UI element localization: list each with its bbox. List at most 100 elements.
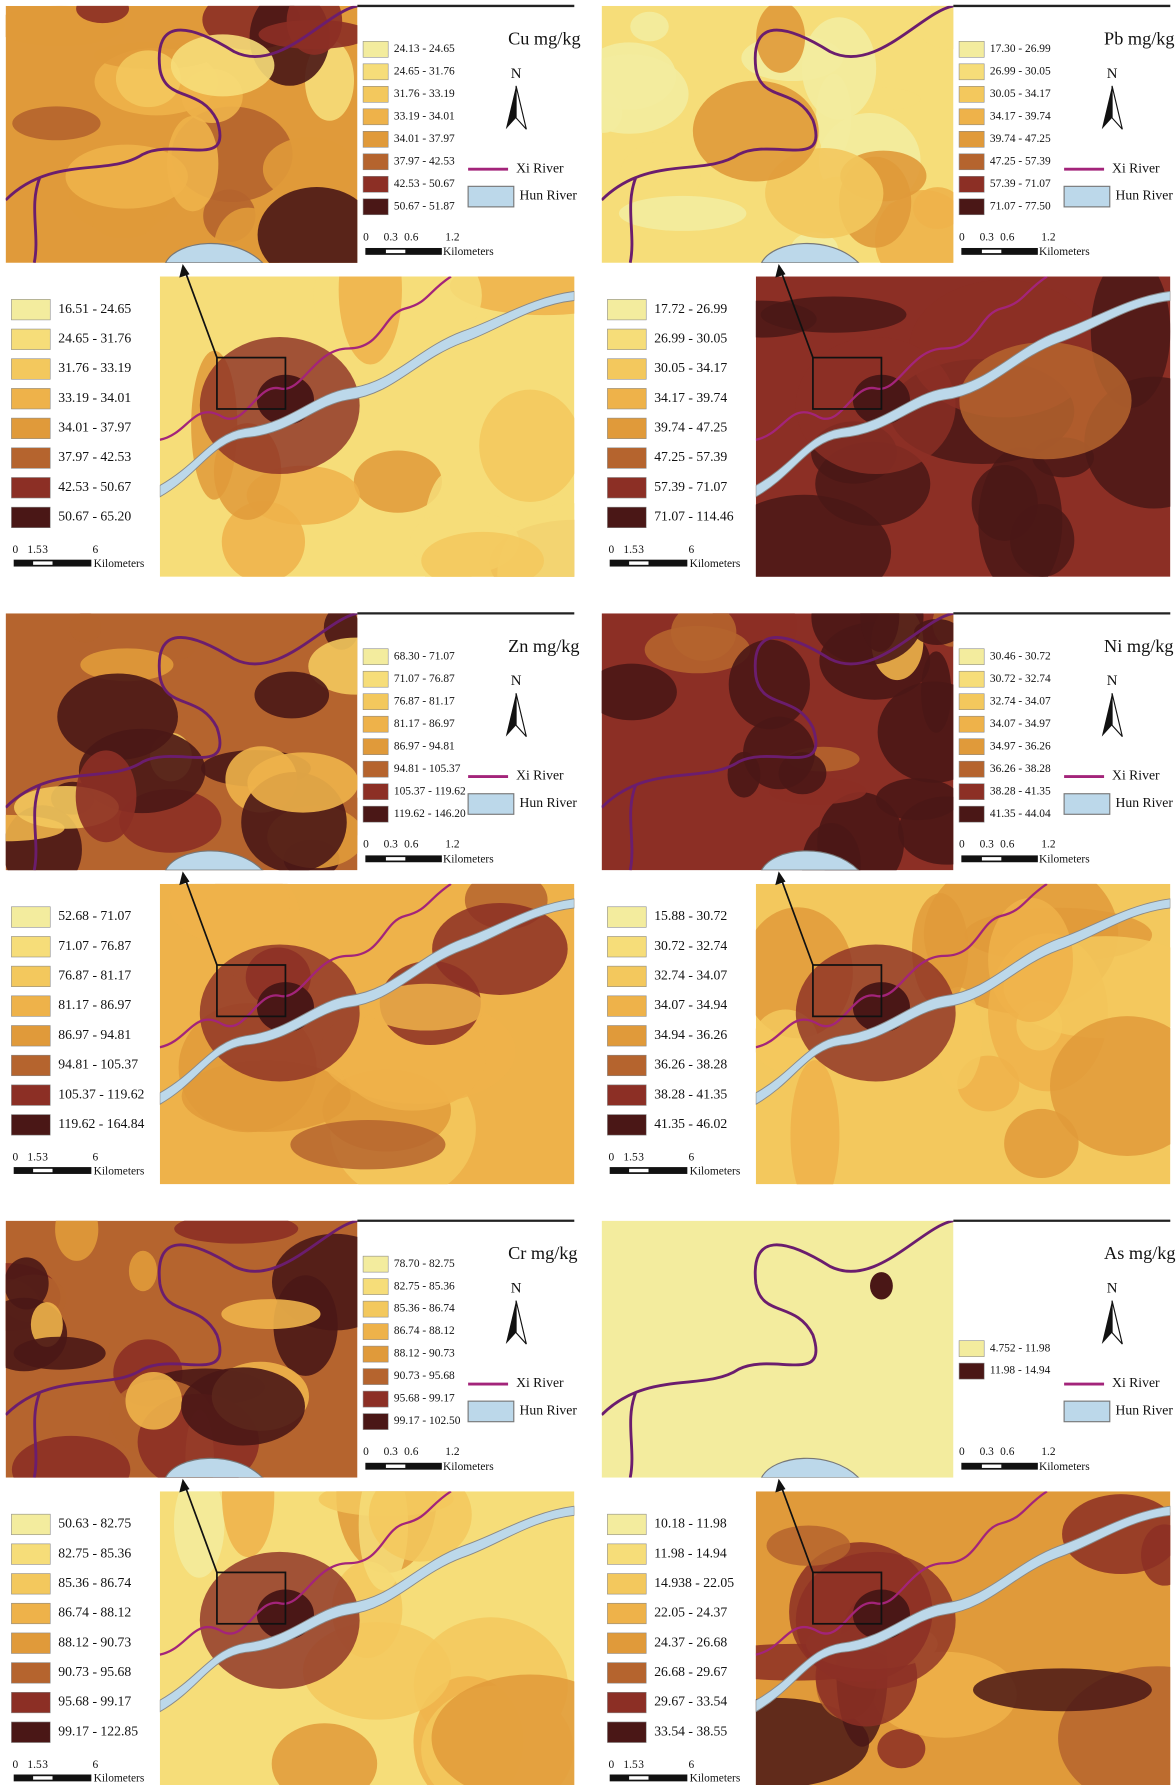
- zone: [1062, 1494, 1171, 1574]
- north-arrow: [505, 85, 517, 130]
- legend-label: 85.36 - 86.74: [58, 1575, 131, 1590]
- legend-label: 32.74 - 34.07: [654, 968, 727, 983]
- zone: [168, 883, 291, 944]
- xi-label: Xi River: [516, 768, 564, 783]
- legend-label: 34.01 - 37.97: [58, 420, 131, 435]
- north-arrow: [515, 693, 527, 738]
- xi-label: Xi River: [1112, 768, 1160, 783]
- north-arrow: [1101, 85, 1113, 130]
- hun-label: Hun River: [1115, 1403, 1173, 1418]
- legend-label: 24.37 - 26.68: [654, 1634, 727, 1649]
- scale-label: 0: [959, 1446, 965, 1458]
- legend-swatch: [11, 936, 51, 958]
- zone: [972, 1668, 1152, 1712]
- scale-label: 1.2: [445, 231, 460, 243]
- scale-bar: [629, 1776, 649, 1780]
- legend-swatch: [11, 358, 51, 380]
- xi-river: [5, 5, 358, 263]
- scale-label: 0.3: [384, 231, 399, 243]
- scale-units: Kilometers: [443, 246, 494, 258]
- inset-map: [601, 613, 954, 871]
- legend-swatch: [362, 805, 389, 823]
- hun-river: [755, 898, 1171, 1105]
- arrow-head: [179, 263, 190, 278]
- legend-swatch: [607, 506, 647, 528]
- legend-title: Pb mg/kg: [1104, 28, 1174, 48]
- scale-label: 1.5: [27, 544, 42, 556]
- hun-label: Hun River: [519, 1403, 577, 1418]
- zone: [80, 648, 174, 682]
- legend-label: 29.67 - 33.54: [654, 1694, 727, 1709]
- hun-river: [159, 290, 575, 498]
- legend-label: 39.74 - 47.25: [654, 420, 727, 435]
- zone: [913, 187, 954, 230]
- zone: [766, 1525, 851, 1566]
- hun-label: Hun River: [1115, 795, 1173, 810]
- legend-swatch: [607, 1114, 647, 1136]
- map-bg: [601, 1220, 954, 1478]
- scale-label: 3: [638, 1152, 644, 1164]
- legend-label: 15.88 - 30.72: [654, 908, 727, 923]
- legend-swatch: [362, 783, 389, 800]
- legend-label: 30.72 - 32.74: [990, 673, 1051, 685]
- legend-label: 4.752 - 11.98: [990, 1342, 1051, 1354]
- scale-label: 0: [363, 231, 369, 243]
- legend-swatch: [958, 648, 985, 666]
- scale-label: 0.6: [404, 839, 419, 851]
- hun-key: [467, 185, 515, 208]
- legend-label: 34.97 - 36.26: [990, 740, 1051, 752]
- legend-label: 78.70 - 82.75: [394, 1258, 455, 1270]
- zone: [877, 1728, 926, 1769]
- hun-label: Hun River: [519, 188, 577, 203]
- main-map: [159, 1491, 575, 1785]
- legend-label: 30.46 - 30.72: [990, 650, 1051, 662]
- zone: [898, 796, 954, 865]
- legend-swatch: [607, 1084, 647, 1106]
- xi-river: [601, 613, 954, 871]
- legend-label: 76.87 - 81.17: [58, 968, 131, 983]
- legend-swatch: [11, 328, 51, 350]
- legend-label: 11.98 - 14.94: [990, 1365, 1051, 1377]
- xi-label: Xi River: [1112, 1375, 1160, 1390]
- zone: [790, 1060, 840, 1185]
- main-map: [755, 883, 1171, 1185]
- scale-label: 0: [13, 544, 19, 556]
- north-arrow: [1101, 693, 1113, 737]
- scale-label: 1.2: [1041, 1446, 1056, 1458]
- zone: [601, 663, 677, 721]
- scale-label: 0.3: [384, 1446, 399, 1458]
- legend-swatch: [11, 506, 51, 528]
- legend-label: 88.12 - 90.73: [58, 1634, 131, 1649]
- zone: [5, 1257, 49, 1310]
- legend-label: 24.13 - 24.65: [394, 43, 455, 55]
- legend-swatch: [607, 299, 647, 321]
- legend-label: 17.30 - 26.99: [990, 43, 1051, 55]
- main-map: [755, 1491, 1171, 1785]
- legend-label: 37.97 - 42.53: [394, 155, 455, 167]
- legend-label: 36.26 - 38.28: [654, 1057, 727, 1072]
- scale-units: Kilometers: [1039, 1461, 1090, 1473]
- zone: [1004, 1108, 1079, 1179]
- legend-label: 34.17 - 39.74: [990, 110, 1051, 122]
- zone: [479, 389, 575, 502]
- legend-label: 39.74 - 47.25: [990, 133, 1051, 145]
- legend-swatch: [607, 1573, 647, 1595]
- legend-label: 31.76 - 33.19: [394, 88, 455, 100]
- main-map: [755, 276, 1171, 577]
- legend-swatch: [362, 760, 389, 778]
- scale-label: 0.3: [980, 231, 995, 243]
- legend-swatch: [11, 447, 51, 469]
- scale-units: Kilometers: [94, 1773, 145, 1785]
- zone: [258, 19, 358, 49]
- scale-label: 0: [13, 1152, 19, 1164]
- scale-bar: [981, 1464, 1002, 1468]
- scale-units: Kilometers: [94, 558, 145, 570]
- zone: [290, 1120, 446, 1170]
- north-arrow: [515, 85, 527, 130]
- legend-swatch: [362, 1390, 389, 1408]
- legend-label: 52.68 - 71.07: [58, 908, 131, 923]
- legend-label: 24.65 - 31.76: [394, 65, 455, 77]
- hun-key: [1063, 1400, 1111, 1423]
- zone: [115, 50, 181, 108]
